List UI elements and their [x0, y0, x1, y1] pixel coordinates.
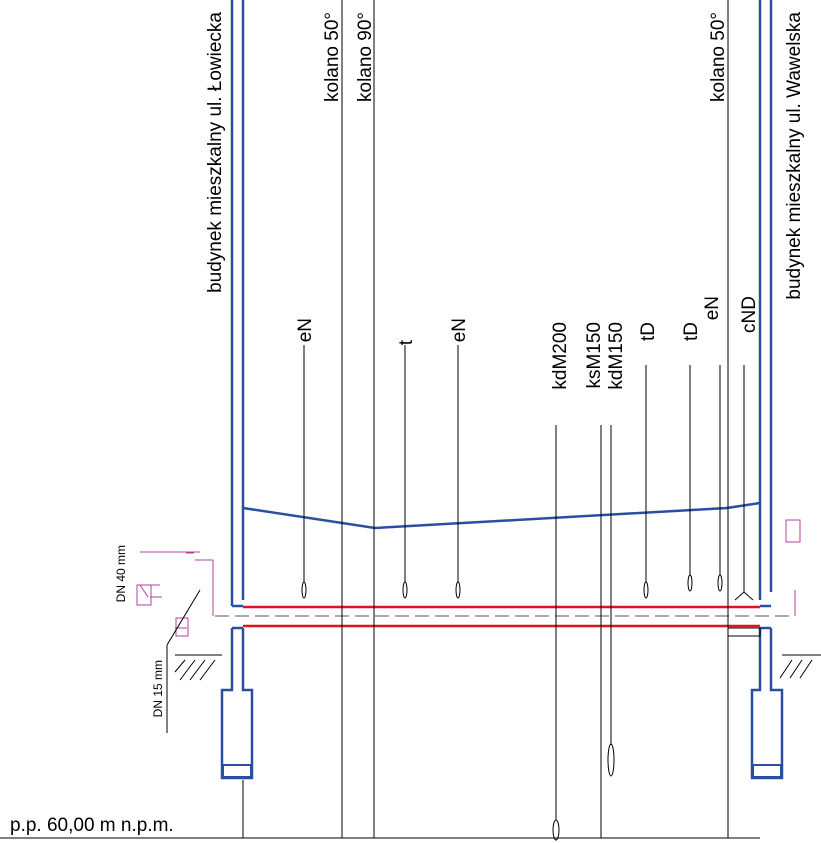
line-label: kolano 50° [708, 12, 729, 102]
pipe-label: DN 40 mm [114, 545, 128, 602]
ground-level: p.p. 60,00 m n.p.m. [10, 815, 174, 836]
pipe [136, 519, 801, 733]
building-label: budynek mieszkalny ul. Łowiecka [205, 12, 226, 293]
line-label: kolano 90° [355, 12, 376, 102]
line-label: t [396, 339, 417, 345]
foundations [174, 591, 821, 780]
line-label: kolano 50° [322, 12, 343, 102]
line-label: cND [739, 296, 760, 333]
line-label: kdM200 [550, 322, 571, 390]
line-label: tD [681, 322, 702, 341]
line-label: eN [449, 318, 470, 342]
line-label: tD [638, 322, 659, 341]
building-label: budynek mieszkalny ul. Wawelska [784, 12, 805, 300]
line-label: eN [295, 318, 316, 342]
line-label: kdM150 [606, 322, 627, 390]
labels: budynek mieszkalny ul. Łowiecka budynek … [10, 12, 805, 836]
pipe-label: DN 15 mm [151, 660, 165, 717]
line-label: ksM150 [584, 322, 605, 389]
line-label: eN [702, 296, 723, 320]
lines [0, 0, 760, 841]
